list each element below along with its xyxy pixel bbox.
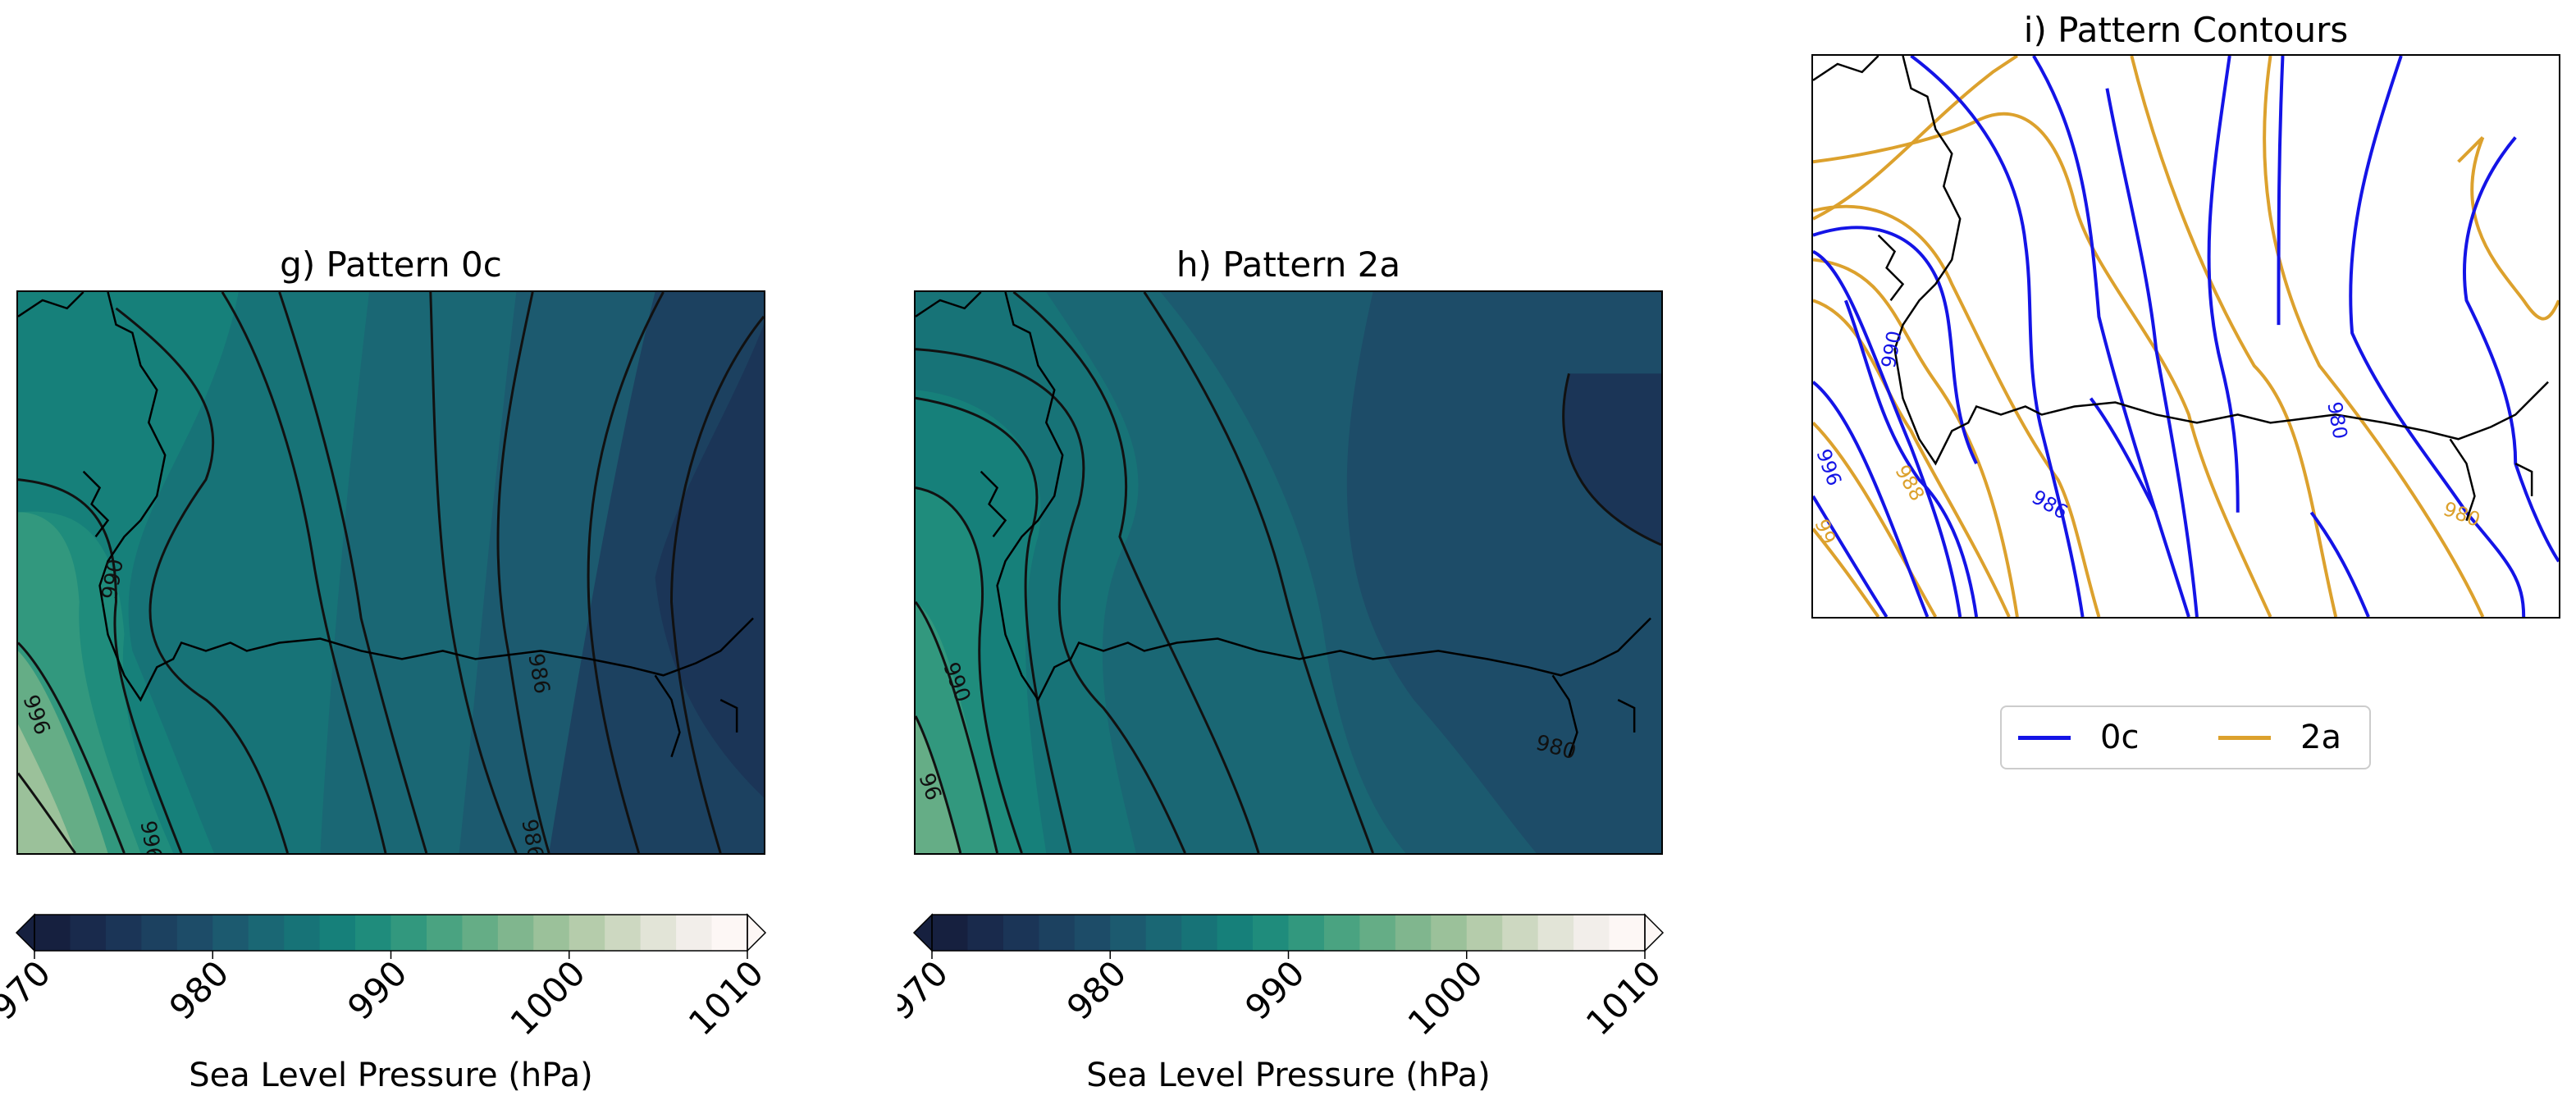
map-i-svg: 990 996 986 980 988 980 99 [1813, 56, 2559, 617]
colorbar-cell [1253, 915, 1289, 951]
colorbar-cell [1537, 915, 1574, 951]
colorbar-tick-label: 1000 [1400, 952, 1491, 1043]
colorbar-cell [1145, 915, 1182, 951]
colorbar-cell [1395, 915, 1432, 951]
colorbar-cell [497, 915, 534, 951]
fill-band [1563, 373, 1661, 546]
legend-label-2a: 2a [2300, 719, 2341, 756]
colorbar-cell [640, 915, 677, 951]
colorbar-cell [1003, 915, 1039, 951]
colorbar-cell [1609, 915, 1646, 951]
contour-label-0c: 990 [1877, 329, 1907, 370]
colorbar-tick-label: 1010 [1578, 952, 1669, 1043]
colorbar-tick-label: 970 [897, 952, 956, 1027]
colorbar-cell [284, 915, 321, 951]
colorbar-cell [1217, 915, 1254, 951]
colorbar-extend-low [15, 913, 35, 952]
panel-i-title: i) Pattern Contours [2023, 10, 2349, 50]
legend-item-2a: 2a [2218, 719, 2341, 756]
colorbar-cell [70, 915, 107, 951]
colorbar-cell [105, 915, 142, 951]
colorbar-cell [462, 915, 499, 951]
colorbar-tick-label: 1010 [681, 952, 771, 1043]
colorbar-cell [711, 915, 748, 951]
colorbar-g-label: Sea Level Pressure (hPa) [189, 1057, 593, 1094]
colorbar-cell [569, 915, 605, 951]
colorbar-cell [1110, 915, 1147, 951]
colorbar-cells [932, 915, 1646, 951]
contour-label-2a: 980 [2441, 497, 2483, 532]
map-panel-g: 990 996 996 986 986 [16, 290, 765, 855]
isobars [916, 292, 1661, 853]
coastline [916, 292, 1651, 758]
panel-g-title: g) Pattern 0c [280, 244, 502, 285]
colorbar-cell [1323, 915, 1360, 951]
colorbar-cell [176, 915, 213, 951]
legend-line-0c [2018, 735, 2071, 740]
colorbar-tick-label: 1000 [503, 952, 593, 1043]
colorbar-h-label: Sea Level Pressure (hPa) [1086, 1057, 1491, 1094]
map-panel-h: 990 96 980 [914, 290, 1663, 855]
panel-h-title: h) Pattern 2a [1176, 244, 1401, 285]
colorbar-cell [605, 915, 642, 951]
colorbar-cell [1502, 915, 1539, 951]
legend: 0c 2a [2000, 705, 2371, 769]
colorbar-extend-high [747, 913, 767, 952]
colorbar-cell [1074, 915, 1111, 951]
colorbar-g: 970 980 990 1000 1010 [0, 913, 771, 1043]
coastline [1813, 56, 2549, 522]
isobars [18, 292, 764, 853]
fill-band [916, 715, 961, 853]
colorbar-cell [1359, 915, 1396, 951]
colorbar-cell [391, 915, 427, 951]
colorbar-cell [426, 915, 463, 951]
colorbar-cell [319, 915, 356, 951]
colorbar-cell [1573, 915, 1610, 951]
colorbar-cell [248, 915, 285, 951]
map-h-svg: 990 96 980 [916, 292, 1661, 853]
fill-band [655, 324, 764, 798]
legend-line-2a [2218, 735, 2271, 740]
contours-0c [1813, 56, 2559, 617]
colorbar-cell [34, 915, 71, 951]
contour-label: 996 [135, 819, 166, 853]
colorbar-cell [932, 915, 968, 951]
colorbar-tick-label: 990 [1237, 952, 1312, 1027]
contour-label-0c: 986 [2028, 486, 2071, 524]
colorbar-cell [1039, 915, 1076, 951]
colorbar-cell [1431, 915, 1468, 951]
colorbar-cell [676, 915, 713, 951]
colorbar-cell [355, 915, 391, 951]
colorbar-cell [1466, 915, 1503, 951]
colorbar-tick-label: 980 [162, 952, 236, 1027]
map-g-svg: 990 996 996 986 986 [18, 292, 764, 853]
fill-band [18, 724, 75, 853]
coastline [18, 292, 754, 758]
colorbar-cell [1181, 915, 1218, 951]
colorbar-tick-label: 970 [0, 952, 58, 1027]
colorbar-cell [141, 915, 178, 951]
colorbar-ticks: 970 980 990 1000 1010 [0, 951, 771, 1043]
legend-label-0c: 0c [2100, 719, 2140, 756]
contour-label-0c: 996 [1813, 446, 1846, 489]
colorbar-extend-low [912, 913, 933, 952]
map-panel-i: 990 996 986 980 988 980 99 [1811, 54, 2560, 619]
colorbar-cell [533, 915, 570, 951]
contour-label-2a: 99 [1813, 516, 1840, 547]
legend-item-0c: 0c [2018, 719, 2139, 756]
colorbar-cell [967, 915, 1004, 951]
contour-label-2a: 988 [1890, 461, 1929, 504]
colorbar-cell [212, 915, 249, 951]
colorbar-tick-label: 990 [340, 952, 414, 1027]
colorbar-tick-label: 980 [1059, 952, 1134, 1027]
colorbar-cells [34, 915, 748, 951]
colorbar-extend-high [1644, 913, 1665, 952]
contour-label-0c: 980 [2323, 400, 2352, 441]
colorbar-h: 970 980 990 1000 1010 [897, 913, 1669, 1043]
contour-label: 986 [516, 817, 547, 853]
colorbar-ticks: 970 980 990 1000 1010 [897, 951, 1669, 1043]
colorbar-cell [1288, 915, 1325, 951]
